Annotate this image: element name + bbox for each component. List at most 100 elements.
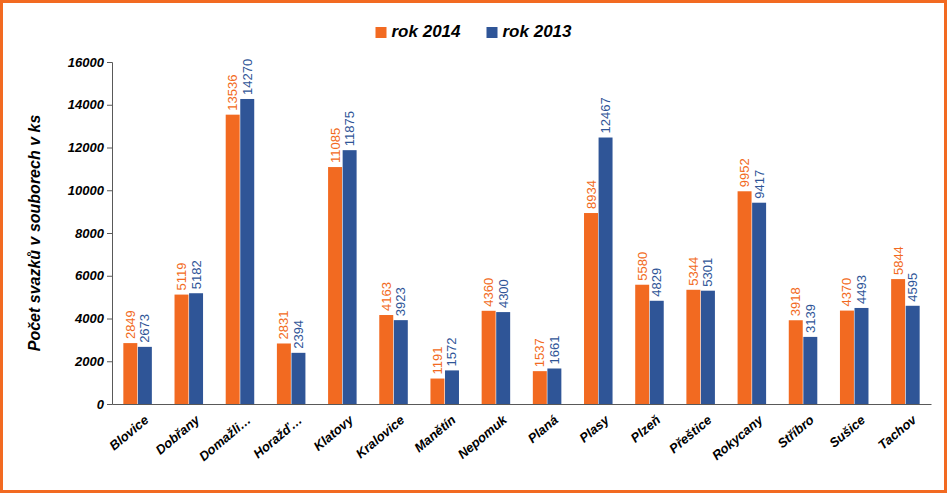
bar (496, 312, 510, 404)
x-axis: BloviceDobřanyDomažli…Horažď…KlatovyKral… (106, 404, 931, 464)
data-label: 13536 (225, 75, 240, 111)
y-tick-label: 8000 (75, 226, 105, 241)
data-label: 1537 (532, 338, 547, 367)
bar (906, 306, 920, 404)
y-tick-mark (107, 62, 112, 63)
data-label: 5182 (189, 260, 204, 289)
data-label: 4595 (905, 273, 920, 302)
bar (650, 301, 664, 404)
bar (291, 353, 305, 404)
data-label: 9417 (752, 170, 767, 199)
x-tick: Stříbro (775, 404, 817, 451)
data-label: 4493 (854, 275, 869, 304)
bar (189, 293, 203, 404)
bar (343, 150, 357, 404)
plot: 2849511913536283111085416311914360153789… (68, 55, 932, 464)
data-label: 2394 (291, 320, 306, 349)
data-label: 3139 (803, 304, 818, 333)
x-tick: Plzeň (628, 404, 664, 446)
x-tick: Planá (525, 404, 561, 446)
x-tick-label: Rokycany (709, 412, 766, 463)
chart: 2849511913536283111085416311914360153789… (0, 0, 947, 493)
x-tick: Rokycany (709, 404, 766, 463)
data-label: 4163 (379, 282, 394, 311)
y-tick-label: 2000 (74, 354, 105, 369)
y-tick-label: 16000 (68, 55, 105, 70)
bar (584, 213, 598, 404)
x-tick-label: Manětín (411, 412, 458, 455)
x-tick-label: Sušice (826, 412, 868, 450)
data-label: 4370 (839, 278, 854, 307)
x-tick-label: Přeštice (666, 412, 714, 456)
bar (277, 343, 291, 404)
bar (394, 320, 408, 404)
x-tick: Plasy (576, 404, 612, 446)
data-label: 9952 (737, 158, 752, 187)
bar (547, 368, 561, 404)
y-tick-mark (107, 190, 112, 191)
x-tick: Horažď… (250, 404, 305, 461)
bars (123, 99, 919, 404)
x-tick: Nepomuk (455, 404, 511, 462)
bar (123, 343, 137, 404)
legend: rok 2014 rok 2013 (376, 22, 573, 41)
bar (175, 295, 189, 404)
bar (430, 379, 444, 404)
x-axis-line (113, 404, 932, 405)
x-tick: Dobřany (153, 404, 204, 458)
y-tick: 16000 (68, 55, 112, 70)
legend-label: rok 2013 (503, 22, 573, 41)
y-tick: 8000 (75, 226, 112, 241)
bar (379, 315, 393, 404)
y-tick-label: 14000 (68, 97, 105, 112)
bar (789, 320, 803, 404)
x-tick: Kralovice (353, 404, 407, 461)
data-label: 14270 (240, 59, 255, 95)
y-tick-mark (107, 361, 112, 362)
y-tick: 10000 (68, 183, 112, 198)
data-label: 3923 (393, 287, 408, 316)
bar (599, 138, 613, 404)
data-label: 12467 (598, 97, 613, 133)
y-tick: 6000 (75, 268, 112, 283)
x-tick-label: Tachov (875, 412, 920, 453)
data-label: 4360 (481, 278, 496, 307)
y-tick-label: 10000 (68, 183, 105, 198)
x-tick-label: Blovice (106, 412, 151, 453)
bar (533, 371, 547, 404)
x-tick: Sušice (826, 404, 868, 451)
bar (840, 311, 854, 404)
bar (686, 290, 700, 404)
bar (240, 99, 254, 404)
data-label: 5844 (891, 246, 906, 275)
data-label: 1572 (444, 337, 459, 366)
data-label: 3918 (788, 287, 803, 316)
bar (891, 279, 905, 404)
y-tick-label: 0 (97, 397, 105, 412)
data-label: 11875 (342, 111, 357, 146)
y-tick-mark (107, 319, 112, 320)
legend-swatch (376, 27, 387, 38)
x-tick: Klatovy (311, 404, 357, 454)
x-tick: Tachov (875, 404, 920, 453)
data-label: 5580 (635, 252, 650, 281)
bar (138, 347, 152, 404)
y-tick-label: 4000 (74, 311, 105, 326)
y-tick-mark (107, 276, 112, 277)
x-tick: Přeštice (666, 404, 714, 456)
y-tick: 14000 (68, 97, 112, 112)
x-tick-label: Planá (525, 412, 561, 446)
x-tick-label: Plasy (576, 412, 612, 446)
legend-label: rok 2014 (392, 22, 462, 41)
bar (701, 291, 715, 404)
x-tick-label: Horažď… (250, 412, 305, 461)
y-tick-mark (107, 233, 112, 234)
x-tick-label: Nepomuk (455, 412, 511, 462)
legend-item: rok 2013 (487, 22, 573, 41)
bar (803, 337, 817, 404)
bar (635, 285, 649, 404)
x-tick-label: Klatovy (311, 412, 357, 454)
y-axis: 0200040006000800010000120001400016000 (68, 55, 113, 412)
data-label: 5344 (686, 257, 701, 286)
x-tick: Blovice (106, 404, 151, 453)
